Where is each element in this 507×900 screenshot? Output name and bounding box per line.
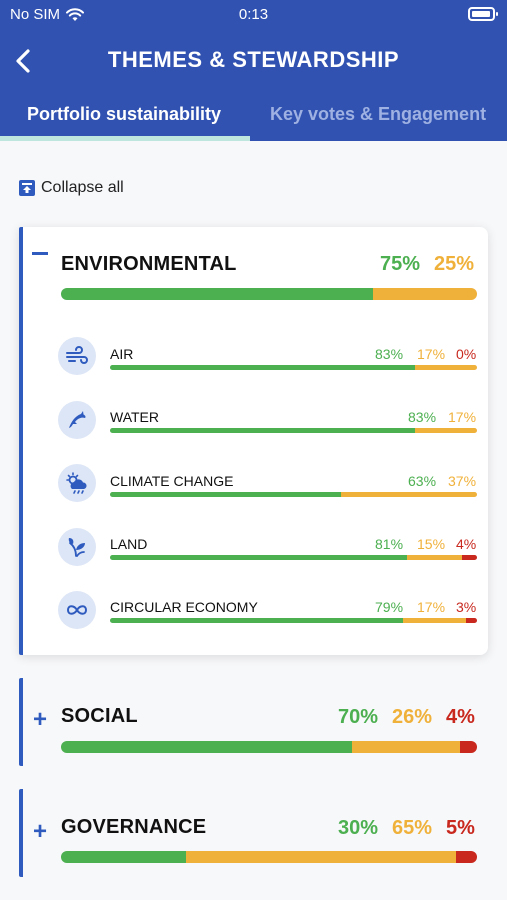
bar-segment-amber	[373, 288, 477, 300]
circular-economy-icon-badge	[58, 591, 96, 629]
social-bar	[61, 741, 477, 753]
land-amber-pct: 15%	[417, 536, 446, 552]
bar-segment-amber	[414, 428, 477, 433]
bar-segment-green	[110, 618, 403, 623]
environmental-green-pct: 75%	[380, 253, 421, 275]
tab-portfolio-sustainability[interactable]: Portfolio sustainability	[27, 104, 222, 124]
bar-segment-amber	[352, 741, 461, 753]
air-red-pct: 0%	[456, 346, 477, 362]
back-arrow-icon[interactable]	[10, 46, 38, 76]
dolphin-icon	[69, 411, 86, 428]
bar-segment-green	[61, 741, 353, 753]
status-time: 0:13	[238, 6, 269, 23]
section-title-environmental: ENVIRONMENTAL	[61, 253, 237, 275]
sub-theme-label-land: LAND	[110, 536, 148, 552]
bar-segment-green	[110, 428, 415, 433]
carrier-text: No SIM	[10, 6, 61, 23]
climate-change-bar	[110, 492, 477, 497]
app-header: No SIM 0:13 THEMES & STEWARDSHIP Portfol…	[0, 0, 507, 141]
bar-segment-green	[61, 851, 186, 863]
environmental-amber-pct: 25%	[434, 253, 475, 275]
leaf-icon	[68, 538, 85, 557]
social-green-pct: 70%	[338, 706, 379, 728]
active-tab-indicator	[0, 136, 250, 141]
water-bar	[110, 428, 477, 433]
sub-theme-label-water: WATER	[110, 409, 159, 425]
land-icon-badge	[58, 528, 96, 566]
social-amber-pct: 26%	[392, 706, 433, 728]
bar-segment-green	[61, 288, 373, 300]
air-green-pct: 83%	[375, 346, 404, 362]
water-amber-pct: 17%	[448, 409, 477, 425]
circular-economy-bar	[110, 618, 477, 623]
bar-segment-green	[110, 492, 342, 497]
climate-change-icon-badge	[58, 464, 96, 502]
theme-card-social	[19, 678, 488, 766]
wifi-icon	[66, 7, 85, 21]
bar-segment-amber	[185, 851, 457, 863]
tab-key-votes-engagement[interactable]: Key votes & Engagement	[270, 104, 487, 124]
land-bar	[110, 555, 477, 560]
section-title-governance: GOVERNANCE	[61, 816, 207, 838]
land-green-pct: 81%	[375, 536, 404, 552]
page-title: THEMES & STEWARDSHIP	[107, 47, 400, 72]
status-bar: No SIM 0:13	[0, 0, 507, 30]
bar-segment-amber	[341, 492, 477, 497]
infinity-icon	[66, 605, 88, 615]
environmental-bar	[61, 288, 477, 300]
sub-theme-label-climate-change: CLIMATE CHANGE	[110, 473, 234, 489]
collapse-all-button[interactable]: Collapse all	[19, 179, 124, 197]
bar-segment-red	[465, 618, 477, 623]
theme-card-governance	[19, 789, 488, 877]
social-red-pct: 4%	[446, 706, 475, 728]
climate-change-green-pct: 63%	[408, 473, 437, 489]
sub-theme-label-circular-economy: CIRCULAR ECONOMY	[110, 599, 258, 615]
air-icon-badge	[58, 337, 96, 375]
collapse-section-button[interactable]	[32, 252, 48, 255]
bar-segment-green	[110, 555, 408, 560]
governance-green-pct: 30%	[338, 817, 379, 839]
climate-change-amber-pct: 37%	[448, 473, 477, 489]
wind-icon	[66, 346, 88, 364]
bar-segment-amber	[407, 555, 463, 560]
air-amber-pct: 17%	[417, 346, 446, 362]
governance-amber-pct: 65%	[392, 817, 433, 839]
bar-segment-green	[110, 365, 415, 370]
section-title-social: SOCIAL	[61, 705, 138, 727]
circular-economy-red-pct: 3%	[456, 599, 477, 615]
bar-segment-red	[460, 741, 477, 753]
water-green-pct: 83%	[408, 409, 437, 425]
air-bar	[110, 365, 477, 370]
bar-segment-red	[456, 851, 477, 863]
expand-governance-button[interactable]: +	[33, 818, 48, 845]
sub-theme-label-air: AIR	[110, 346, 134, 362]
governance-red-pct: 5%	[446, 817, 475, 839]
status-left: No SIM	[10, 6, 85, 23]
circular-economy-amber-pct: 17%	[417, 599, 446, 615]
water-icon-badge	[58, 401, 96, 439]
governance-bar	[61, 851, 477, 863]
cloud-sun-icon	[66, 472, 87, 494]
circular-economy-green-pct: 79%	[375, 599, 404, 615]
bar-segment-amber	[402, 618, 466, 623]
collapse-icon	[19, 180, 35, 196]
collapse-all-label: Collapse all	[41, 179, 124, 196]
battery-icon	[468, 7, 498, 21]
expand-social-button[interactable]: +	[33, 706, 48, 733]
bar-segment-amber	[414, 365, 477, 370]
land-red-pct: 4%	[456, 536, 477, 552]
bar-segment-red	[462, 555, 477, 560]
